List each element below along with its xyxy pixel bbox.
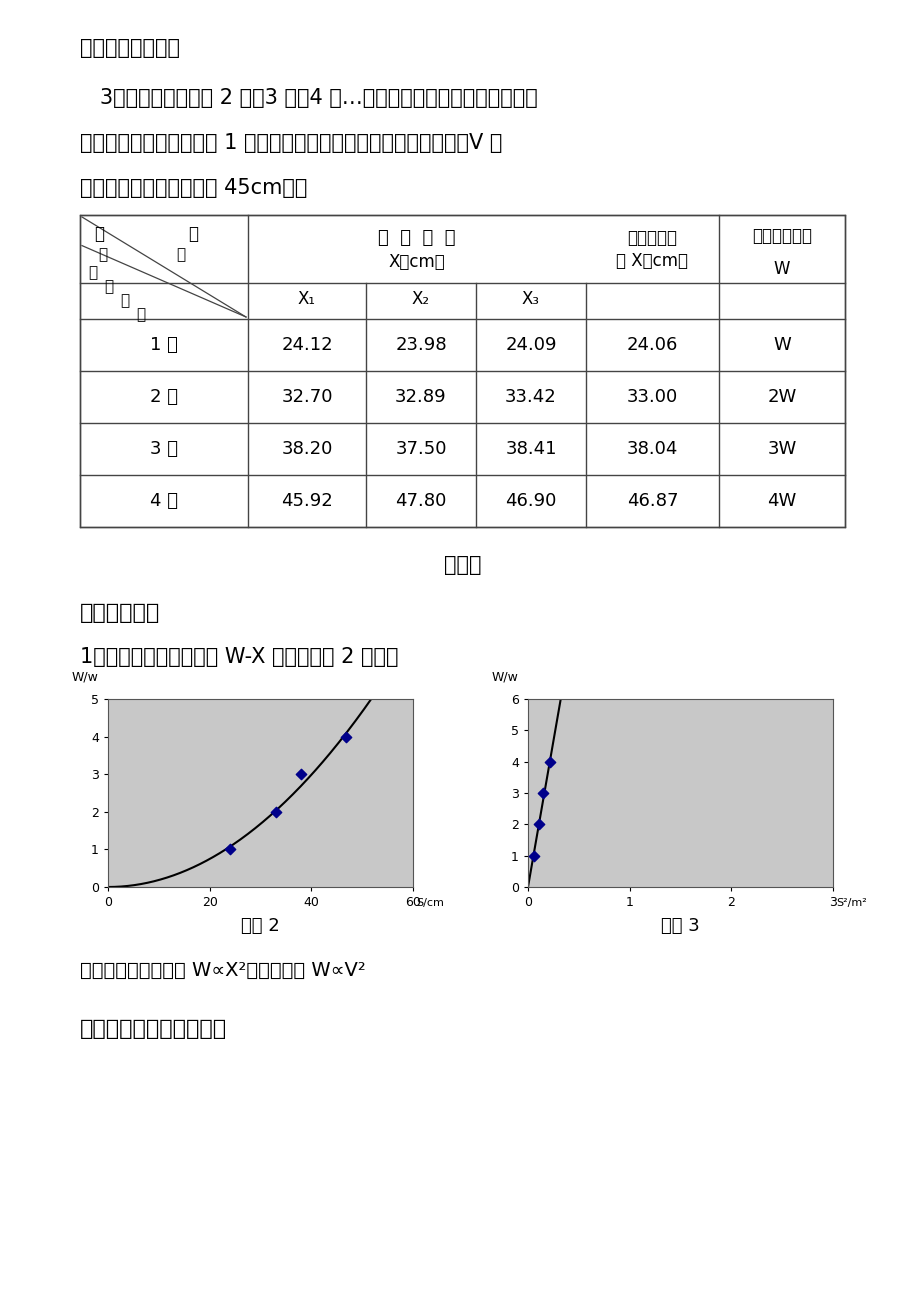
Text: 32.89: 32.89: [395, 388, 447, 406]
Text: 46.87: 46.87: [626, 492, 677, 510]
Text: 求出它的平均值。: 求出它的平均值。: [80, 38, 180, 59]
Text: W: W: [773, 260, 789, 279]
Text: 2W: 2W: [766, 388, 796, 406]
Text: 23.98: 23.98: [395, 336, 447, 354]
Text: 如图 3: 如图 3: [661, 917, 699, 935]
Text: 形卡位槽到平台的距离为 45cm）：: 形卡位槽到平台的距离为 45cm）：: [80, 178, 307, 198]
Text: 37.50: 37.50: [395, 440, 447, 458]
Point: [531, 814, 546, 835]
Text: 24.12: 24.12: [281, 336, 333, 354]
Text: 24.09: 24.09: [505, 336, 556, 354]
Text: 3 条: 3 条: [150, 440, 177, 458]
Text: 45.92: 45.92: [281, 492, 333, 510]
Text: 数: 数: [94, 225, 104, 243]
Text: 38.04: 38.04: [626, 440, 677, 458]
Text: S²/m²: S²/m²: [835, 898, 866, 909]
Text: W: W: [772, 336, 790, 354]
Text: 46.90: 46.90: [505, 492, 556, 510]
Point: [338, 727, 353, 747]
Text: S/cm: S/cm: [415, 898, 444, 909]
Text: X₃: X₃: [521, 290, 539, 309]
Point: [535, 783, 550, 803]
Text: 数据记录表格，如下表格 1 是笔者使用本实验方法得出的实验数据（V 字: 数据记录表格，如下表格 1 是笔者使用本实验方法得出的实验数据（V 字: [80, 133, 502, 154]
Text: 数: 数: [136, 307, 145, 322]
Text: 24.06: 24.06: [626, 336, 677, 354]
Text: X₂: X₂: [412, 290, 429, 309]
Text: 38.20: 38.20: [281, 440, 333, 458]
Text: X₁: X₁: [298, 290, 315, 309]
Text: 水  平  射  程: 水 平 射 程: [378, 229, 455, 247]
Text: 程 X（cm）: 程 X（cm）: [616, 253, 687, 270]
Text: 38.41: 38.41: [505, 440, 556, 458]
Text: W/w: W/w: [491, 671, 517, 684]
Text: 五、数据处：: 五、数据处：: [80, 603, 160, 622]
Text: 表格一: 表格一: [443, 555, 481, 575]
Text: 4W: 4W: [766, 492, 796, 510]
Text: 33.42: 33.42: [505, 388, 556, 406]
Text: 橡: 橡: [88, 266, 97, 280]
Text: 33.00: 33.00: [626, 388, 677, 406]
Text: 据: 据: [98, 247, 107, 262]
Text: 平均水平射: 平均水平射: [627, 229, 676, 247]
Text: 1 条: 1 条: [150, 336, 177, 354]
Text: X（cm）: X（cm）: [388, 253, 445, 271]
Text: 项: 项: [187, 225, 198, 243]
Text: 3、将橡皮筋增加到 2 条、3 条、4 条…，重复上面的过程，并将所得的: 3、将橡皮筋增加到 2 条、3 条、4 条…，重复上面的过程，并将所得的: [80, 89, 538, 108]
Text: 3W: 3W: [766, 440, 796, 458]
Point: [268, 802, 283, 823]
Text: W/w: W/w: [72, 671, 98, 684]
Text: 47.80: 47.80: [395, 492, 447, 510]
Text: 皮: 皮: [104, 279, 113, 294]
Text: 1、将表格一中的数据作 W-X 图像，如图 2 所示：: 1、将表格一中的数据作 W-X 图像，如图 2 所示：: [80, 647, 398, 667]
Text: 2 条: 2 条: [150, 388, 177, 406]
Text: 此图线为一直线，即 W∝X²，进而得到 W∝V²: 此图线为一直线，即 W∝X²，进而得到 W∝V²: [80, 961, 366, 980]
Point: [526, 845, 540, 866]
Point: [222, 838, 237, 859]
Text: 条: 条: [119, 293, 129, 309]
Point: [294, 764, 309, 785]
Point: [542, 751, 557, 772]
Text: 32.70: 32.70: [281, 388, 333, 406]
Text: 如图 2: 如图 2: [241, 917, 279, 935]
Text: 目: 目: [176, 247, 185, 262]
Text: 橡皮筋所做功: 橡皮筋所做功: [751, 227, 811, 245]
Text: 六、操作技巧及误差分析: 六、操作技巧及误差分析: [80, 1019, 227, 1039]
Text: 4 条: 4 条: [150, 492, 177, 510]
Bar: [80, 215, 844, 527]
